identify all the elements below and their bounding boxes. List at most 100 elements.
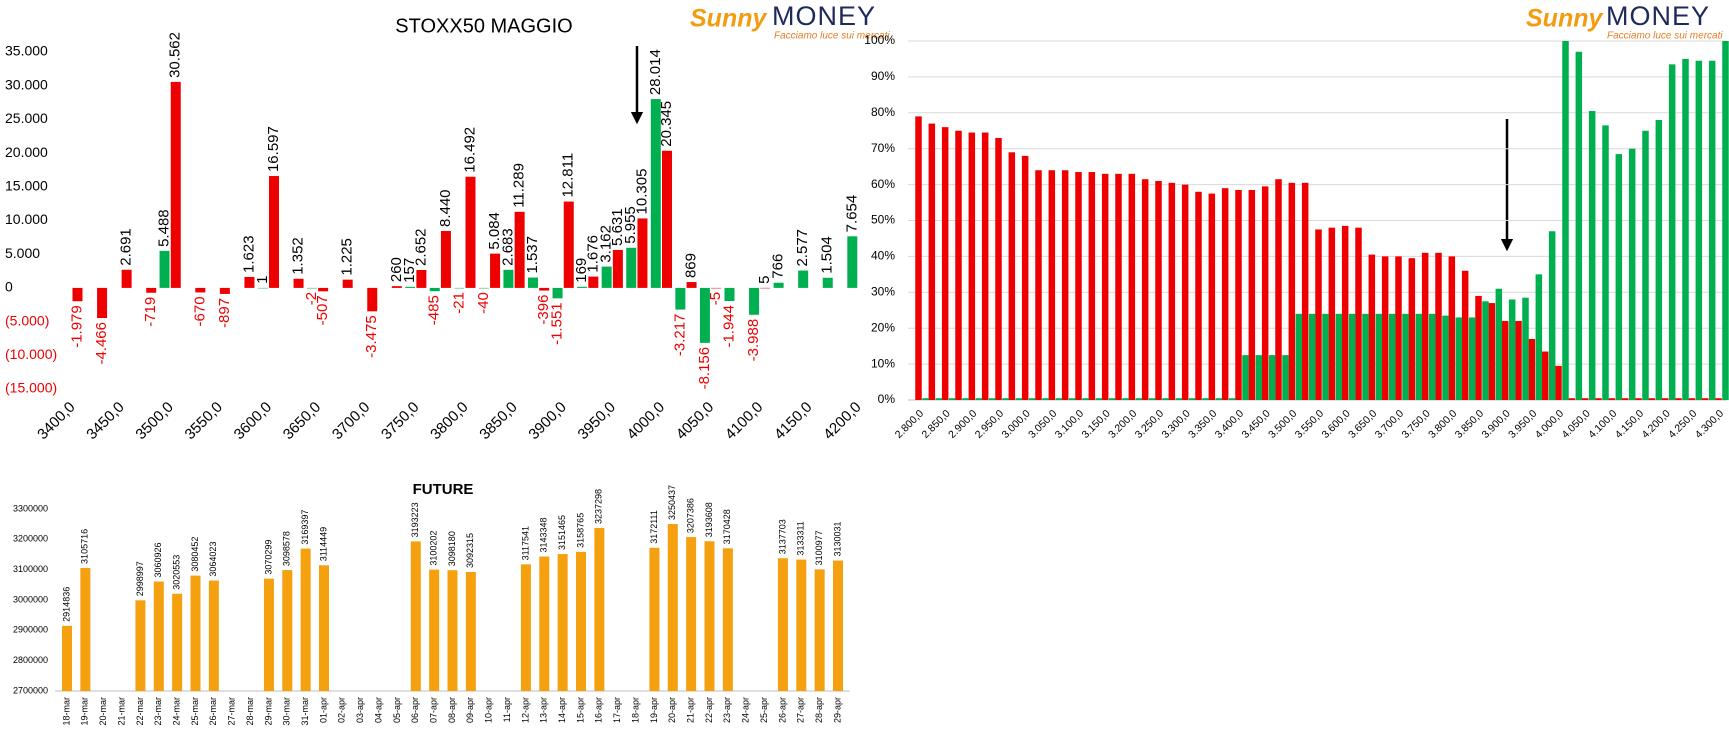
x-tick-label: 22-mar xyxy=(135,697,145,726)
x-tick-label: 3.200,0 xyxy=(1106,407,1139,440)
x-tick-label: 07-apr xyxy=(429,697,439,723)
bar xyxy=(465,571,476,691)
bar xyxy=(588,276,599,288)
bar xyxy=(1448,256,1456,400)
x-tick-label: 22-apr xyxy=(704,697,714,723)
bar xyxy=(1402,313,1409,400)
bar xyxy=(1388,313,1396,400)
bar xyxy=(1021,155,1029,400)
x-tick-label: 2.850,0 xyxy=(919,407,952,440)
data-label: 2.652 xyxy=(412,228,429,266)
x-tick-label: 4150,0 xyxy=(771,399,815,443)
bar xyxy=(1242,355,1249,400)
y-tick-label: 30.000 xyxy=(5,76,48,92)
bar xyxy=(146,287,157,293)
data-label: 1.225 xyxy=(339,238,356,276)
data-label: 260 xyxy=(388,257,405,282)
bar xyxy=(1488,303,1496,400)
data-label: 3117541 xyxy=(520,526,530,560)
x-tick-label: 3.000,0 xyxy=(999,407,1032,440)
bar xyxy=(527,277,538,288)
bar xyxy=(447,570,458,691)
bar xyxy=(318,287,329,292)
bar xyxy=(1108,398,1116,400)
bar xyxy=(928,123,936,400)
bar xyxy=(219,287,230,294)
bar xyxy=(1568,398,1576,400)
bar xyxy=(195,287,206,293)
bar xyxy=(1482,301,1489,400)
data-label: 3080452 xyxy=(190,537,200,572)
data-label: 2914836 xyxy=(61,587,71,622)
bar xyxy=(975,398,983,400)
bar xyxy=(915,116,922,400)
bar xyxy=(1602,125,1609,401)
bar xyxy=(1315,229,1322,400)
data-label: 10.305 xyxy=(633,169,650,215)
x-tick-label: 01-apr xyxy=(318,697,328,723)
bar xyxy=(577,286,588,288)
bar xyxy=(1075,172,1082,400)
bar xyxy=(490,253,501,288)
bar xyxy=(1475,295,1482,400)
x-tick-label: 09-apr xyxy=(465,697,475,723)
y-tick-label: 20% xyxy=(871,320,895,334)
x-tick-label: 3800,0 xyxy=(427,399,471,443)
bar xyxy=(1701,398,1709,400)
bar xyxy=(649,547,660,691)
data-label: 3092315 xyxy=(465,533,475,568)
bar xyxy=(822,277,833,288)
bar xyxy=(686,537,697,691)
bar xyxy=(1341,225,1349,400)
bar xyxy=(1015,398,1023,400)
data-label: 3098180 xyxy=(447,531,457,566)
x-tick-label: 26-apr xyxy=(777,697,787,723)
data-label: 3158765 xyxy=(575,513,585,548)
data-label: 3170428 xyxy=(722,509,732,544)
bar xyxy=(749,287,760,315)
x-tick-label: 3.400,0 xyxy=(1213,407,1246,440)
y-tick-label: 25.000 xyxy=(5,110,48,126)
bar xyxy=(1061,170,1069,400)
bar xyxy=(190,575,201,691)
bar xyxy=(777,558,788,691)
bar xyxy=(711,287,722,289)
data-label: 2998997 xyxy=(135,561,145,596)
bar xyxy=(1122,398,1129,400)
bar xyxy=(1268,355,1276,400)
data-label: 766 xyxy=(770,254,787,279)
bar xyxy=(1175,398,1183,400)
bar xyxy=(1588,111,1596,400)
data-label: 11.289 xyxy=(511,163,528,208)
x-tick-label: 16-apr xyxy=(594,697,604,723)
x-tick-label: 3.800,0 xyxy=(1426,407,1459,440)
bar xyxy=(1101,173,1109,400)
x-tick-label: 3400,0 xyxy=(34,399,78,443)
bar xyxy=(1468,317,1476,400)
data-label: 3100977 xyxy=(814,530,824,565)
bar xyxy=(1682,58,1689,400)
bar xyxy=(1715,398,1722,400)
x-tick-label: 4.300,0 xyxy=(1693,407,1726,440)
bar xyxy=(1221,188,1229,400)
bar xyxy=(72,287,83,302)
data-label: 3064023 xyxy=(208,542,218,577)
x-tick-label: 20-apr xyxy=(667,697,677,723)
y-tick-label: 2900000 xyxy=(13,625,48,635)
x-tick-label: 06-apr xyxy=(410,697,420,723)
x-tick-label: 3.900,0 xyxy=(1479,407,1512,440)
x-tick-label: 2.800,0 xyxy=(893,407,926,440)
data-label: 3130031 xyxy=(832,522,842,557)
bar xyxy=(1435,252,1442,400)
bar xyxy=(955,130,962,400)
x-tick-label: 4050,0 xyxy=(673,399,717,443)
bar xyxy=(153,581,164,691)
data-label: -5 xyxy=(707,292,724,305)
x-tick-label: 3.450,0 xyxy=(1239,407,1272,440)
data-label: -8.156 xyxy=(696,347,713,390)
bar xyxy=(282,570,293,691)
x-tick-label: 4000,0 xyxy=(624,399,668,443)
x-tick-label: 05-apr xyxy=(392,697,402,723)
x-tick-label: 28-apr xyxy=(814,697,824,723)
x-tick-label: 29-apr xyxy=(832,697,842,723)
